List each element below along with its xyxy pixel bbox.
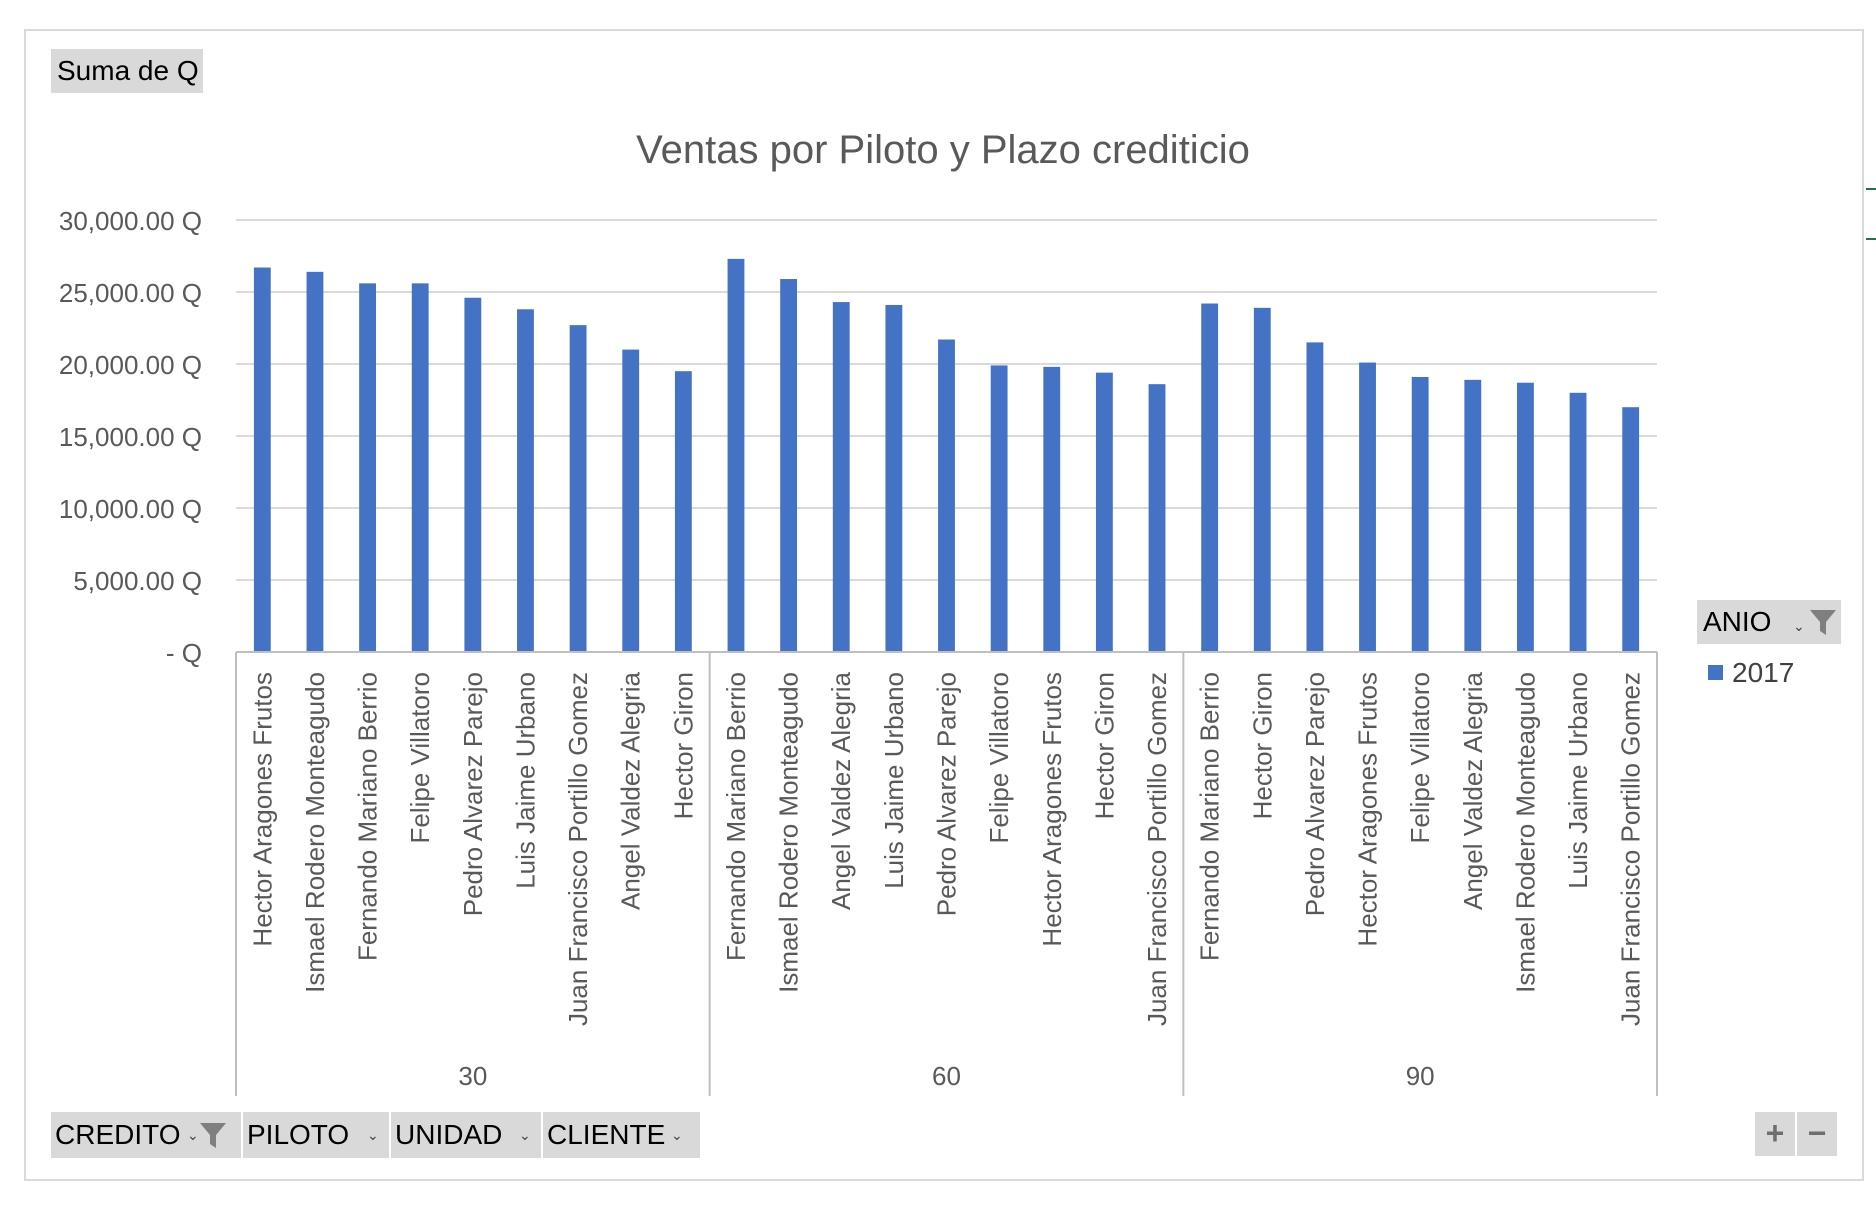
x-tick-label: Felipe Villatoro xyxy=(984,672,1014,844)
bar xyxy=(1517,382,1534,652)
x-axis: Hector Aragones Frutos Ismael Rodero Mont… xyxy=(235,651,1658,1096)
bar xyxy=(1253,307,1271,652)
x-tick-label: Angel Valdez Alegria xyxy=(826,671,856,910)
x-tick-label: Luis Jaime Urbano xyxy=(1563,672,1593,889)
axis-field-buttons: CREDITO ⌄ PILOTO ⌄ UNIDAD ⌄ CLIENTE ⌄ xyxy=(51,1112,700,1158)
x-tick-label: Pedro Alvarez Parejo xyxy=(1300,672,1330,916)
dropdown-arrow-icon: ⌄ xyxy=(187,1127,199,1143)
unidad-field-label: UNIDAD xyxy=(395,1119,503,1150)
bars xyxy=(253,258,1640,652)
legend-swatch xyxy=(1708,665,1723,680)
x-tick-label: Hector Giron xyxy=(668,672,698,819)
x-tick-label: Ismael Rodero Monteagudo xyxy=(774,672,804,993)
piloto-field-label: PILOTO xyxy=(247,1119,350,1150)
bar xyxy=(1622,407,1640,652)
cliente-field-button[interactable]: CLIENTE ⌄ xyxy=(543,1112,700,1158)
dropdown-arrow-icon: ⌄ xyxy=(1793,618,1805,634)
chart-title: Ventas por Piloto y Plazo crediticio xyxy=(636,128,1250,172)
unidad-field-button[interactable]: UNIDAD ⌄ xyxy=(391,1112,541,1158)
x-tick-label: Hector Aragones Frutos xyxy=(1353,672,1383,947)
x-group-label: 90 xyxy=(1406,1061,1435,1091)
bar xyxy=(253,267,271,652)
bar xyxy=(464,297,482,652)
x-tick-label: Felipe Villatoro xyxy=(405,672,435,844)
bar xyxy=(1569,392,1587,652)
x-tick-label: Hector Aragones Frutos xyxy=(1037,672,1067,947)
cliente-field-label: CLIENTE xyxy=(547,1119,666,1150)
legend-field-label: ANIO xyxy=(1703,606,1772,637)
dropdown-arrow-icon: ⌄ xyxy=(519,1127,531,1143)
y-tick-label: 30,000.00 Q xyxy=(59,206,202,236)
y-tick-label: 5,000.00 Q xyxy=(73,566,202,596)
bar xyxy=(1095,372,1113,652)
sheet-border-mark xyxy=(1866,238,1876,240)
y-tick-label: 10,000.00 Q xyxy=(59,494,202,524)
dropdown-arrow-icon: ⌄ xyxy=(671,1127,683,1143)
bar xyxy=(1201,303,1219,652)
legend-field-button[interactable]: ANIO ⌄ xyxy=(1697,600,1841,644)
bar xyxy=(780,279,798,652)
funnel-icon xyxy=(200,1123,226,1148)
plus-icon[interactable]: + xyxy=(1755,1112,1795,1156)
bar xyxy=(674,371,692,652)
separator xyxy=(241,1112,243,1158)
y-tick-label: 15,000.00 Q xyxy=(59,422,202,452)
x-tick-label: Luis Jaime Urbano xyxy=(879,672,909,889)
separator xyxy=(389,1112,391,1158)
value-field-button[interactable]: Suma de Q xyxy=(51,49,203,93)
x-tick-label: Hector Giron xyxy=(1247,672,1277,819)
x-tick-label: Ismael Rodero Monteagudo xyxy=(1510,672,1540,993)
y-tick-label: - Q xyxy=(166,638,202,668)
sheet-border-mark xyxy=(1866,188,1876,190)
minus-icon[interactable]: − xyxy=(1797,1112,1837,1156)
bar xyxy=(622,349,640,652)
chart-frame xyxy=(24,29,1864,1181)
bar xyxy=(938,339,955,652)
credito-field-button[interactable]: CREDITO ⌄ xyxy=(51,1112,241,1158)
bar xyxy=(990,365,1008,652)
x-tick-label: Hector Giron xyxy=(1089,672,1119,819)
bar xyxy=(359,283,376,652)
bar xyxy=(517,309,534,652)
x-tick-label: Angel Valdez Alegria xyxy=(1458,671,1488,910)
piloto-field-button[interactable]: PILOTO ⌄ xyxy=(243,1112,389,1158)
x-tick-label: Fernando Mariano Berrio xyxy=(1195,672,1225,961)
bar xyxy=(727,258,745,652)
x-tick-label: Fernando Mariano Berrio xyxy=(721,672,751,961)
y-tick-label: 20,000.00 Q xyxy=(59,350,202,380)
dropdown-arrow-icon: ⌄ xyxy=(367,1127,379,1143)
x-tick-label: Juan Francisco Portillo Gomez xyxy=(563,672,593,1026)
separator xyxy=(541,1112,543,1158)
x-group-label: 60 xyxy=(932,1061,961,1091)
value-field-label: Suma de Q xyxy=(57,55,199,86)
bar xyxy=(1464,379,1482,652)
x-tick-label: Luis Jaime Urbano xyxy=(510,672,540,889)
bar xyxy=(411,283,429,652)
x-tick-label: Pedro Alvarez Parejo xyxy=(458,672,488,916)
x-tick-label: Pedro Alvarez Parejo xyxy=(932,672,962,916)
bar xyxy=(832,302,850,652)
bar xyxy=(1306,342,1324,652)
x-tick-label: Felipe Villatoro xyxy=(1405,672,1435,844)
legend-label: 2017 xyxy=(1732,657,1795,688)
x-tick-label: Juan Francisco Portillo Gomez xyxy=(1616,672,1646,1026)
funnel-icon xyxy=(1810,610,1836,635)
y-tick-label: 25,000.00 Q xyxy=(59,278,202,308)
x-tick-label: Juan Francisco Portillo Gomez xyxy=(1142,672,1172,1026)
bar xyxy=(1411,376,1429,652)
x-tick-label: Hector Aragones Frutos xyxy=(247,672,277,947)
x-tick-label: Angel Valdez Alegria xyxy=(616,671,646,910)
bar xyxy=(306,271,324,652)
bar xyxy=(1148,384,1166,652)
credito-field-label: CREDITO xyxy=(55,1119,181,1150)
bar xyxy=(1043,366,1061,652)
y-axis: 30,000.00 Q 25,000.00 Q 20,000.00 Q 15,000.… xyxy=(59,206,202,668)
x-group-label: 30 xyxy=(458,1061,487,1091)
x-tick-label: Fernando Mariano Berrio xyxy=(353,672,383,961)
bar xyxy=(1359,362,1376,652)
bar xyxy=(569,325,587,652)
bar xyxy=(885,304,903,652)
x-tick-label: Ismael Rodero Monteagudo xyxy=(300,672,330,993)
